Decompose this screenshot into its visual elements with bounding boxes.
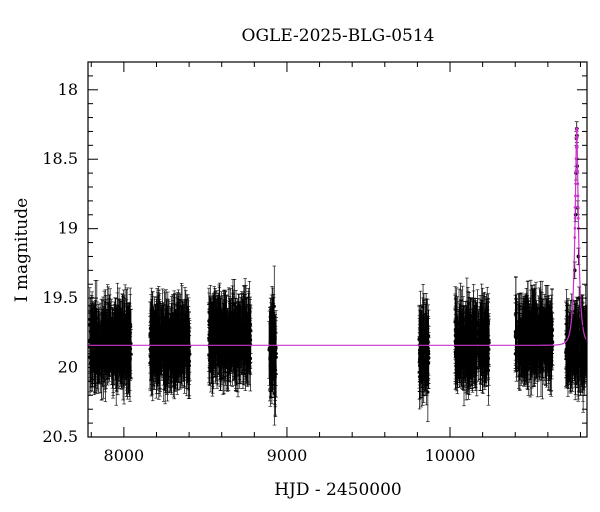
data-point [125, 329, 129, 333]
chart-title: OGLE-2025-BLG-0514 [242, 26, 435, 46]
data-point [162, 345, 166, 349]
data-point [90, 347, 95, 351]
data-point [124, 359, 128, 363]
data-point [117, 351, 121, 355]
data-point [88, 345, 92, 349]
data-point [151, 354, 155, 358]
data-point [223, 336, 227, 340]
data-points [88, 121, 587, 426]
data-point [113, 330, 117, 334]
data-point [115, 355, 119, 359]
data-point [127, 367, 131, 371]
data-point [122, 331, 126, 335]
data-point [104, 348, 108, 353]
data-point [152, 333, 156, 337]
data-point [178, 330, 182, 334]
data-point [233, 334, 237, 338]
data-point [218, 339, 222, 343]
data-point [110, 357, 114, 361]
data-point [158, 332, 162, 337]
data-point [187, 359, 192, 363]
data-point [226, 360, 231, 364]
data-point [183, 322, 187, 326]
data-point [236, 333, 240, 337]
data-point [170, 355, 174, 360]
data-point [187, 353, 191, 357]
data-point [164, 354, 168, 358]
data-point [101, 329, 106, 333]
data-point [95, 351, 99, 355]
season-2 [148, 282, 192, 405]
data-point [244, 340, 248, 344]
data-point [218, 350, 222, 354]
data-point [156, 336, 160, 341]
data-point [149, 333, 153, 337]
data-point [168, 351, 172, 355]
season-4 [267, 265, 279, 426]
data-point [248, 338, 252, 342]
data-point [210, 340, 215, 344]
data-point [93, 342, 97, 346]
data-point [108, 335, 112, 339]
data-point [105, 363, 110, 367]
data-point [231, 339, 235, 343]
data-point [102, 340, 106, 345]
data-point [128, 331, 132, 335]
data-point [150, 325, 155, 329]
data-point [220, 336, 224, 340]
data-point [173, 351, 177, 355]
data-point [166, 363, 170, 367]
data-point [185, 345, 189, 350]
data-point [226, 351, 230, 355]
data-point [129, 324, 133, 329]
data-point [172, 341, 177, 345]
data-point [239, 345, 243, 349]
data-point [104, 333, 108, 337]
data-point [243, 352, 247, 356]
data-point [119, 338, 124, 342]
data-point [154, 356, 159, 360]
data-point [242, 312, 246, 316]
data-point [207, 353, 211, 357]
data-point [106, 323, 110, 327]
season-3 [207, 278, 253, 398]
data-point [160, 338, 164, 342]
data-point [175, 339, 179, 343]
data-point [107, 350, 111, 354]
season-1 [88, 280, 133, 406]
data-point [212, 321, 216, 325]
data-point [98, 346, 102, 351]
